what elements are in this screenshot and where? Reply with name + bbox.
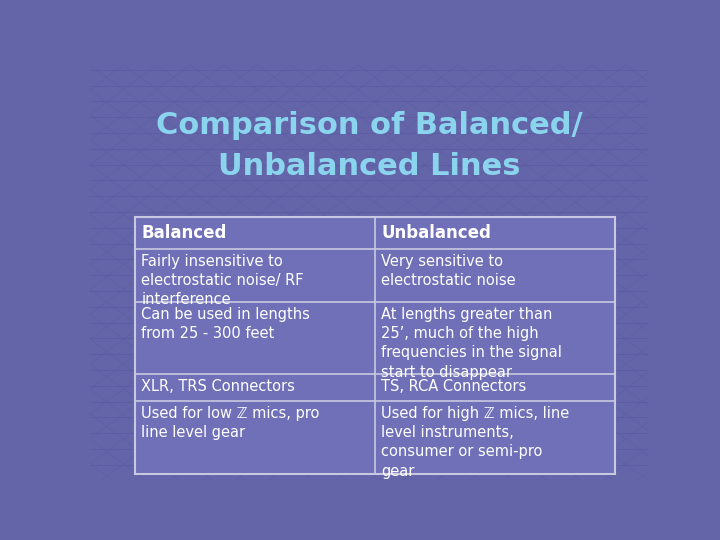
Text: Fairly insensitive to
electrostatic noise/ RF
interference: Fairly insensitive to electrostatic nois…: [141, 254, 304, 307]
Text: XLR, TRS Connectors: XLR, TRS Connectors: [141, 379, 295, 394]
Text: Used for high ℤ mics, line
level instruments,
consumer or semi-pro
gear: Used for high ℤ mics, line level instrum…: [382, 406, 570, 478]
Text: Can be used in lengths
from 25 - 300 feet: Can be used in lengths from 25 - 300 fee…: [141, 307, 310, 341]
Text: Very sensitive to
electrostatic noise: Very sensitive to electrostatic noise: [382, 254, 516, 288]
Text: At lengths greater than
25’, much of the high
frequencies in the signal
start to: At lengths greater than 25’, much of the…: [382, 307, 562, 380]
Bar: [135, 217, 615, 474]
Text: Balanced: Balanced: [141, 224, 227, 242]
Text: Unbalanced: Unbalanced: [382, 224, 491, 242]
Text: TS, RCA Connectors: TS, RCA Connectors: [382, 379, 526, 394]
Text: Comparison of Balanced/: Comparison of Balanced/: [156, 111, 582, 140]
Text: Unbalanced Lines: Unbalanced Lines: [217, 152, 521, 181]
Text: Used for low ℤ mics, pro
line level gear: Used for low ℤ mics, pro line level gear: [141, 406, 320, 440]
